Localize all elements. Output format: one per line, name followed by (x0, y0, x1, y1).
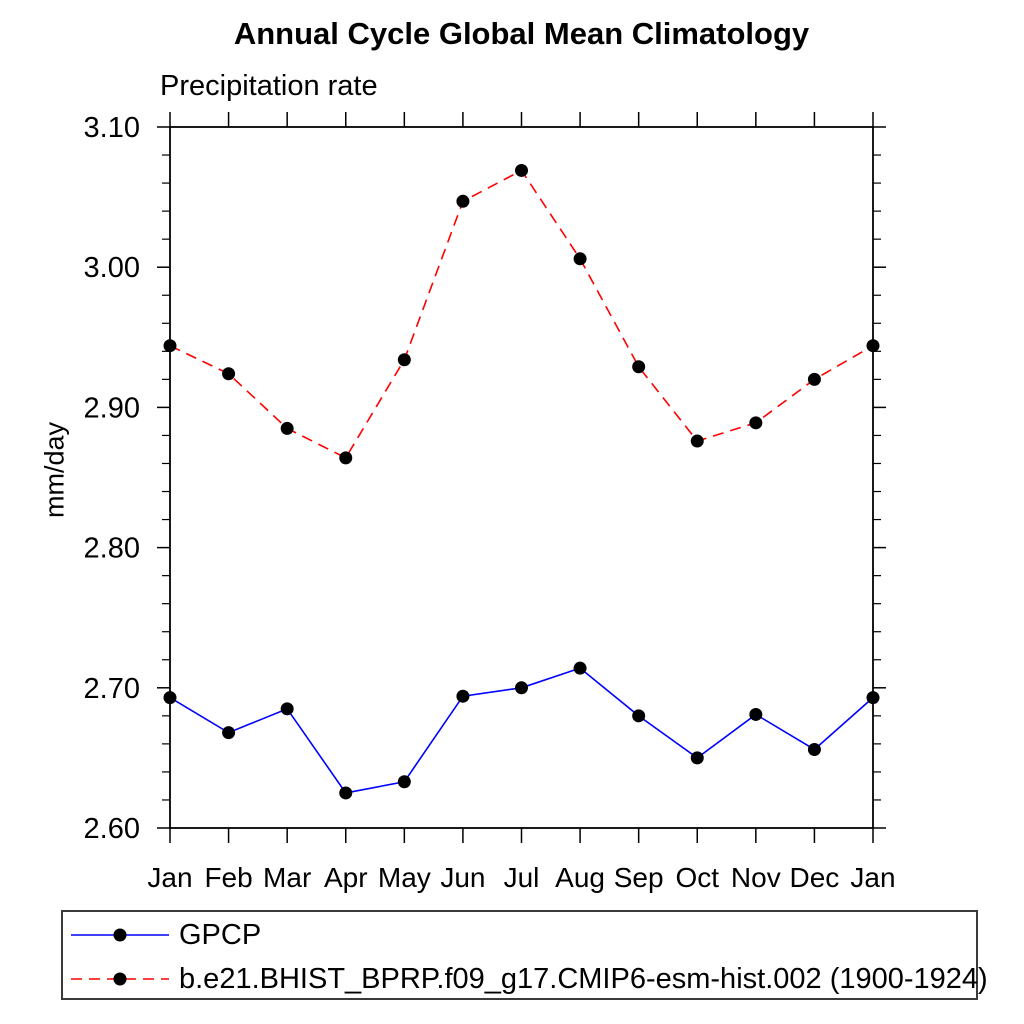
legend-label-gpcp: GPCP (179, 918, 262, 951)
legend-item-model: b.e21.BHIST_BPRP.f09_g17.CMIP6-esm-hist.… (69, 959, 988, 999)
legend: GPCP b.e21.BHIST_BPRP.f09_g17.CMIP6-esm-… (61, 910, 988, 1000)
data-point-gpcp (222, 726, 236, 740)
data-point-model (749, 416, 763, 430)
data-point-model (690, 434, 704, 448)
x-tick-label: Apr (324, 862, 368, 893)
legend-marker-model (113, 972, 127, 986)
y-tick-label: 2.60 (84, 813, 140, 845)
x-tick-label: Aug (555, 862, 605, 893)
y-tick-label: 2.80 (84, 533, 140, 565)
data-point-gpcp (690, 751, 704, 765)
legend-line-sample-model (71, 972, 169, 986)
x-tick-label: Jan (850, 862, 895, 893)
data-point-gpcp (632, 709, 646, 723)
legend-item-gpcp: GPCP (69, 915, 261, 955)
y-tick-label: 2.70 (84, 673, 140, 705)
chart-subtitle: Precipitation rate (160, 70, 378, 102)
legend-label-model: b.e21.BHIST_BPRP.f09_g17.CMIP6-esm-hist.… (179, 962, 988, 995)
data-point-model (807, 372, 821, 386)
x-tick-label: Mar (263, 862, 311, 893)
x-tick-label: Jan (147, 862, 192, 893)
data-point-gpcp (163, 691, 177, 705)
data-point-gpcp (749, 707, 763, 721)
data-point-gpcp (339, 786, 353, 800)
x-tick-label: Feb (204, 862, 252, 893)
x-tick-label: Oct (675, 862, 719, 893)
legend-line-sample-gpcp (71, 928, 169, 942)
plot-frame (169, 126, 874, 829)
data-point-gpcp (573, 661, 587, 675)
legend-marker-gpcp (113, 928, 127, 942)
data-point-model (163, 339, 177, 353)
data-point-model (632, 360, 646, 374)
x-tick-label: Jul (504, 862, 540, 893)
x-tick-label: Jun (440, 862, 485, 893)
x-tick-label: Sep (614, 862, 664, 893)
data-point-model (866, 339, 880, 353)
plot-area: Jan Feb Mar Apr May Jun Jul Aug Sep Oct Nov Dec Jan2… (84, 112, 896, 893)
data-point-model (339, 451, 353, 465)
data-point-model (222, 367, 236, 381)
data-point-gpcp (866, 691, 880, 705)
series-line-model (169, 169, 874, 459)
data-point-model (280, 421, 294, 435)
data-point-gpcp (515, 681, 528, 695)
x-tick-label: Dec (790, 862, 840, 893)
data-point-gpcp (280, 702, 294, 716)
x-tick-label: May (378, 862, 431, 893)
data-point-gpcp (456, 689, 470, 703)
data-point-gpcp (807, 742, 821, 756)
data-point-model (397, 353, 411, 367)
y-tick-label: 3.10 (84, 112, 140, 144)
chart-title: Annual Cycle Global Mean Climatology (233, 16, 810, 51)
data-point-model (456, 194, 470, 208)
data-point-gpcp (397, 775, 411, 789)
data-point-model (573, 252, 587, 266)
x-tick-label: Nov (731, 862, 781, 893)
data-point-model (515, 163, 528, 177)
y-tick-label: 2.90 (84, 392, 140, 424)
y-tick-label: 3.00 (84, 252, 140, 284)
